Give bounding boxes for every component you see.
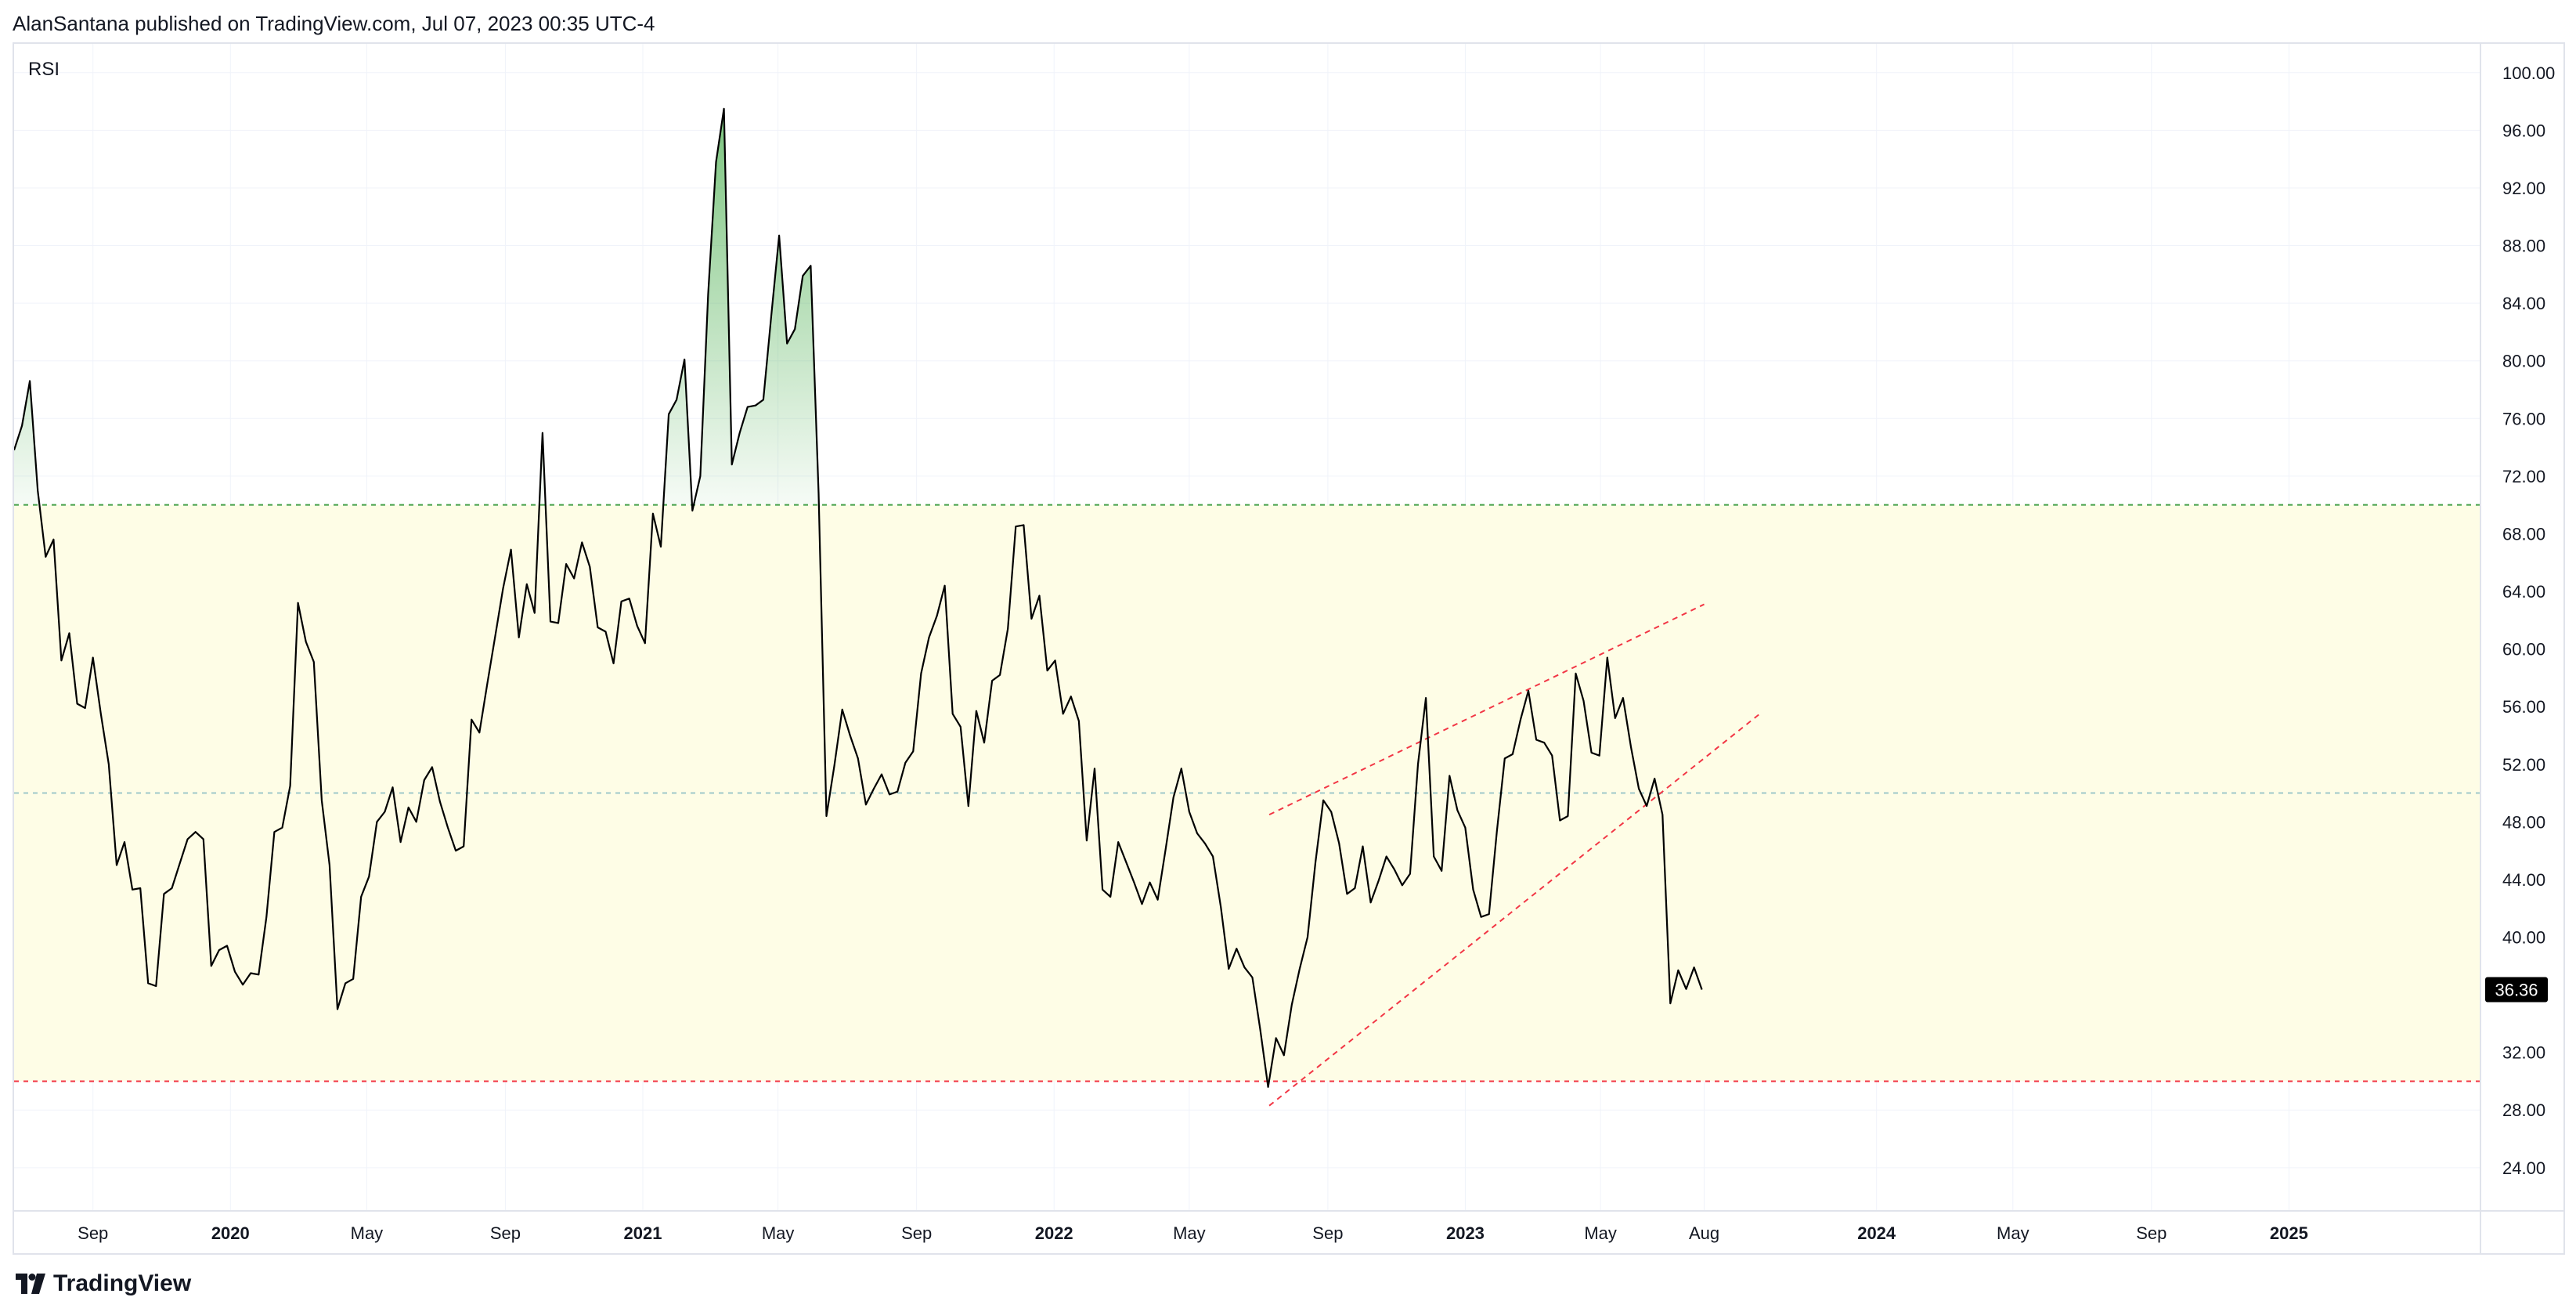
- y-tick-label: 76.00: [2502, 409, 2545, 428]
- rsi-chart-pane[interactable]: 100.00 96.00 92.00 88.00 84.00 80.00 76.00 72.0…: [13, 42, 2565, 1255]
- x-tick-label: 2024: [1857, 1223, 1896, 1243]
- y-tick-label: 80.00: [2502, 352, 2545, 371]
- x-tick-label: Sep: [1312, 1223, 1343, 1243]
- y-tick-label: 44.00: [2502, 870, 2545, 890]
- tradingview-logo-icon: [16, 1274, 45, 1294]
- x-tick-label: May: [351, 1223, 384, 1243]
- y-tick-label: 88.00: [2502, 237, 2545, 256]
- last-value-badge: 36.36: [2485, 977, 2548, 1003]
- x-tick-label: May: [1584, 1223, 1617, 1243]
- rsi-series-line[interactable]: [14, 107, 1703, 1088]
- tradingview-logo[interactable]: TradingView: [16, 1270, 191, 1297]
- x-tick-label: Sep: [2136, 1223, 2167, 1243]
- published-info-text: AlanSantana published on TradingView.com…: [13, 11, 655, 35]
- y-tick-label: 24.00: [2502, 1158, 2545, 1178]
- x-tick-label: Aug: [1689, 1223, 1719, 1243]
- last-value-label: 36.36: [2495, 980, 2538, 999]
- x-tick-label: 2020: [211, 1223, 250, 1243]
- publish-header: AlanSantana published on TradingView.com…: [0, 0, 2576, 47]
- y-tick-label: 84.00: [2502, 294, 2545, 313]
- time-axis[interactable]: Sep 2020 May Sep 2021 May Sep 2022 May Sep 2023 May…: [78, 1223, 2308, 1243]
- x-tick-label: May: [762, 1223, 795, 1243]
- x-tick-label: May: [1997, 1223, 2029, 1243]
- x-tick-label: May: [1173, 1223, 1206, 1243]
- y-tick-label: 56.00: [2502, 697, 2545, 717]
- price-axis[interactable]: 100.00 96.00 92.00 88.00 84.00 80.00 76.00 72.0…: [2502, 63, 2555, 1178]
- y-tick-label: 92.00: [2502, 179, 2545, 198]
- y-tick-label: 68.00: [2502, 524, 2545, 544]
- tradingview-brand-text: TradingView: [53, 1270, 192, 1296]
- y-tick-label: 40.00: [2502, 927, 2545, 947]
- last-value-background: [2485, 977, 2548, 1003]
- x-tick-label: Sep: [490, 1223, 521, 1243]
- y-tick-label: 72.00: [2502, 467, 2545, 486]
- rsi-chart-svg[interactable]: 100.00 96.00 92.00 88.00 84.00 80.00 76.00 72.0…: [14, 44, 2563, 1253]
- x-tick-label: 2022: [1035, 1223, 1073, 1243]
- trendline-lower[interactable]: [1268, 711, 1762, 1107]
- trendlines: [1268, 603, 1762, 1107]
- x-tick-label: Sep: [901, 1223, 932, 1243]
- footer: TradingView: [0, 1259, 2576, 1308]
- y-tick-label: 64.00: [2502, 582, 2545, 602]
- x-tick-label: 2023: [1446, 1223, 1485, 1243]
- y-tick-label: 48.00: [2502, 812, 2545, 832]
- y-tick-label: 32.00: [2502, 1043, 2545, 1063]
- x-tick-label: 2025: [2270, 1223, 2308, 1243]
- y-tick-label: 28.00: [2502, 1100, 2545, 1120]
- x-tick-label: Sep: [78, 1223, 108, 1243]
- x-tick-label: 2021: [623, 1223, 662, 1243]
- y-tick-label: 52.00: [2502, 755, 2545, 775]
- y-tick-label: 100.00: [2502, 63, 2555, 83]
- indicator-label[interactable]: RSI: [28, 59, 60, 80]
- y-tick-label: 60.00: [2502, 640, 2545, 659]
- y-tick-label: 96.00: [2502, 121, 2545, 140]
